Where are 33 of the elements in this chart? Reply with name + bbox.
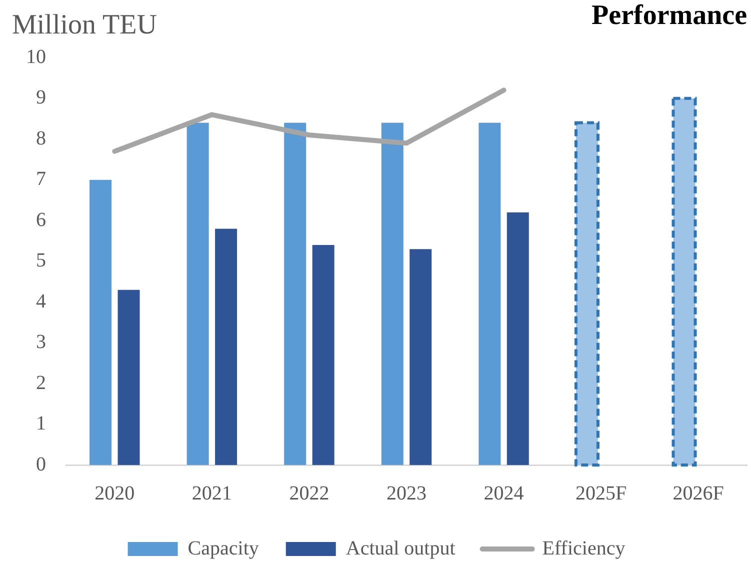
x-tick-label: 2025F — [576, 482, 627, 504]
bar — [506, 212, 529, 465]
x-tick-label: 2022 — [289, 482, 330, 504]
y-tick-label: 3 — [36, 331, 46, 354]
x-tick-label: 2020 — [94, 482, 135, 504]
y-tick-label: 10 — [26, 46, 46, 68]
y-tick-label: 9 — [36, 86, 46, 109]
bar — [312, 245, 334, 465]
y-axis-title: Million TEU — [12, 10, 157, 41]
bar — [284, 122, 306, 465]
bar — [186, 122, 209, 465]
bar — [381, 122, 404, 465]
x-tick-label: 2026F — [672, 482, 724, 504]
x-tick-label: 2021 — [192, 482, 232, 504]
chart-title: Performance — [592, 0, 747, 32]
x-tick-label: 2023 — [386, 482, 426, 504]
y-tick-label: 8 — [36, 127, 46, 150]
x-tick-label: 2024 — [484, 482, 524, 504]
y-tick-label: 0 — [36, 453, 46, 476]
bar — [215, 228, 238, 465]
bar — [118, 290, 140, 465]
y-tick-label: 5 — [36, 250, 46, 272]
bar — [410, 249, 432, 465]
bar — [478, 122, 501, 465]
legend-label: Efficiency — [542, 537, 626, 560]
y-tick-label: 1 — [36, 412, 46, 435]
y-tick-label: 4 — [36, 290, 46, 312]
legend-label: Capacity — [188, 537, 259, 560]
y-tick-label: 6 — [36, 208, 46, 231]
y-tick-label: 2 — [36, 372, 46, 394]
y-tick-label: 7 — [36, 168, 46, 190]
legend-label: Actual output — [346, 537, 456, 560]
bar — [90, 180, 112, 465]
